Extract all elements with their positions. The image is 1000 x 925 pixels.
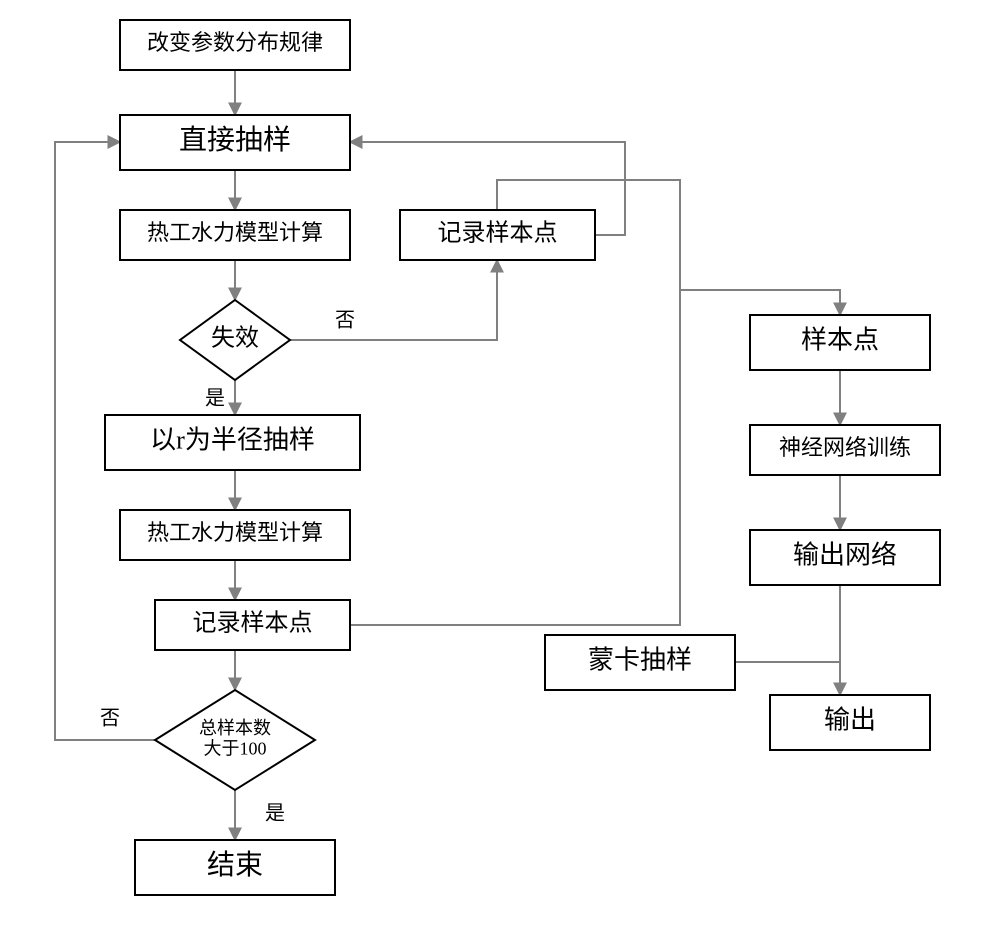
node-n7: 结束 — [135, 840, 335, 895]
node-n5: 热工水力模型计算 — [120, 510, 350, 560]
node-n11: 输出网络 — [750, 530, 940, 585]
node-n2: 直接抽样 — [120, 115, 350, 170]
node-n8: 记录样本点 — [400, 210, 595, 260]
node-label: 直接抽样 — [179, 124, 291, 156]
edge-label: 否 — [335, 310, 355, 332]
node-n1: 改变参数分布规律 — [120, 20, 350, 70]
node-d2: 总样本数大于100 — [155, 690, 315, 790]
node-n13: 输出 — [770, 695, 930, 750]
edge-label: 是 — [265, 803, 285, 825]
node-n12: 蒙卡抽样 — [545, 635, 735, 690]
node-n6: 记录样本点 — [155, 600, 350, 650]
node-label: 改变参数分布规律 — [147, 30, 323, 55]
edge-d1_right-n8_bottom — [290, 260, 497, 340]
node-label: 输出网络 — [793, 540, 897, 569]
edge-label: 否 — [100, 708, 120, 730]
node-n4: 以r为半径抽样 — [105, 415, 360, 470]
node-label: 记录样本点 — [438, 220, 558, 247]
edge-label: 是 — [205, 388, 225, 410]
node-label: 结束 — [207, 849, 263, 881]
node-label: 蒙卡抽样 — [588, 645, 692, 674]
node-d1: 失效 — [180, 300, 290, 380]
node-label: 热工水力模型计算 — [147, 520, 323, 545]
node-n10: 神经网络训练 — [750, 425, 940, 475]
node-label: 记录样本点 — [193, 610, 313, 637]
node-label: 总样本数 — [199, 718, 271, 738]
node-label: 输出 — [824, 705, 876, 734]
node-label: 大于100 — [204, 738, 267, 758]
node-label: 样本点 — [801, 325, 879, 354]
node-n9: 样本点 — [750, 315, 930, 370]
node-label: 神经网络训练 — [779, 435, 911, 460]
node-n3: 热工水力模型计算 — [120, 210, 350, 260]
node-label: 热工水力模型计算 — [147, 220, 323, 245]
node-label: 失效 — [211, 325, 259, 352]
node-label: 以r为半径抽样 — [150, 425, 315, 454]
